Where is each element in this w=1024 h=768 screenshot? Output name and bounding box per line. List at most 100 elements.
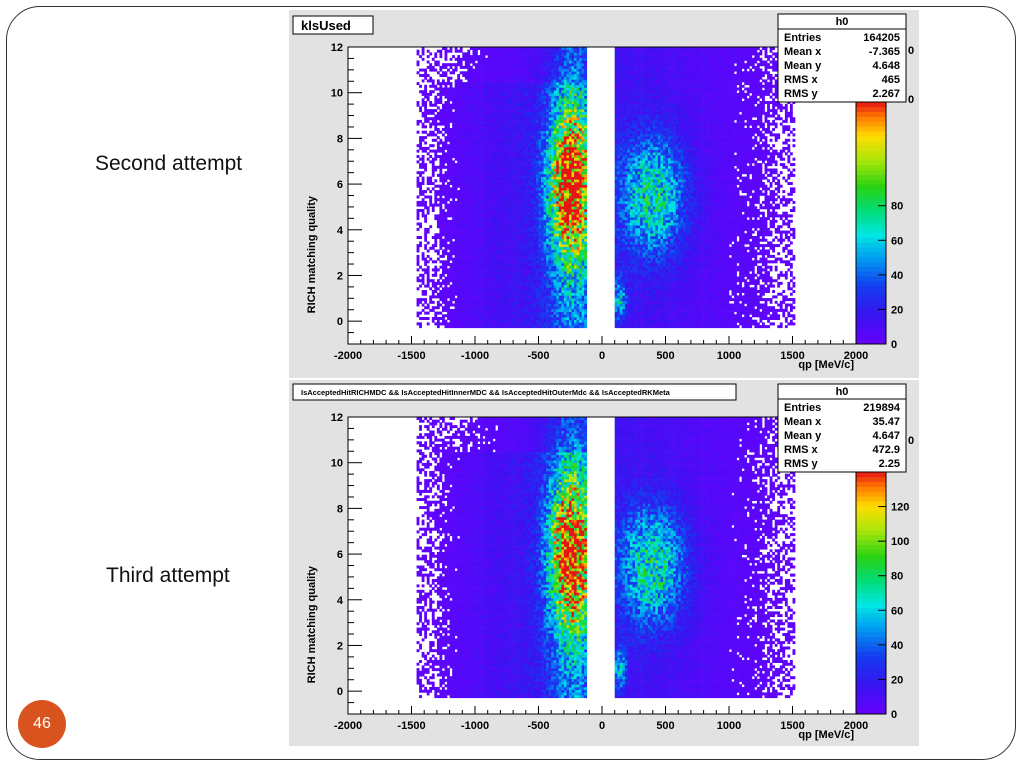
heatmap-cell [551, 287, 555, 291]
heatmap-cell [520, 271, 524, 275]
heatmap-cell [436, 49, 440, 53]
heatmap-cell [497, 260, 501, 264]
heatmap-cell [459, 236, 463, 239]
heatmap-cell [495, 165, 499, 169]
heatmap-cell [505, 322, 509, 326]
heatmap-cell [520, 130, 524, 134]
heatmap-cell [472, 252, 476, 256]
heatmap-cell [495, 71, 499, 75]
heatmap-cell [467, 273, 471, 277]
heatmap-cell [543, 214, 547, 218]
heatmap-cell [551, 303, 555, 307]
heatmap-cell [535, 71, 539, 75]
heatmap-cell [510, 214, 514, 218]
heatmap-cell [452, 200, 455, 204]
heatmap-cell [495, 214, 499, 218]
heatmap-cell [515, 76, 519, 80]
heatmap-cell [452, 114, 455, 118]
heatmap-cell [447, 68, 450, 72]
heatmap-cell [505, 319, 509, 323]
heatmap-cell [541, 173, 544, 177]
heatmap-cell [424, 90, 428, 94]
heatmap-cell [426, 249, 430, 253]
heatmap-cell [525, 206, 529, 210]
heatmap-cell [548, 217, 552, 221]
heatmap-cell [457, 130, 461, 134]
heatmap-cell [467, 230, 471, 234]
heatmap-cell [475, 198, 478, 202]
heatmap-cell [419, 136, 422, 140]
heatmap-cell [454, 249, 458, 253]
heatmap-cell [416, 182, 420, 185]
heatmap-cell [523, 144, 527, 148]
heatmap-cell [523, 314, 527, 318]
heatmap-cell [510, 300, 514, 304]
heatmap-cell [464, 190, 468, 194]
heatmap-cell [477, 90, 481, 94]
heatmap-cell [447, 184, 450, 188]
heatmap-cell [530, 217, 534, 221]
heatmap-cell [510, 241, 514, 245]
heatmap-cell [444, 198, 448, 202]
heatmap-cell [472, 227, 476, 231]
heatmap-cell [449, 179, 453, 183]
heatmap-cell [492, 244, 496, 248]
heatmap-cell [497, 308, 501, 312]
heatmap-cell [528, 141, 532, 145]
heatmap-cell [449, 103, 453, 107]
heatmap-cell [472, 284, 476, 288]
heatmap-cell [441, 65, 445, 69]
heatmap-cell [495, 182, 499, 185]
heatmap-cell [457, 200, 461, 204]
heatmap-cell [513, 82, 516, 86]
heatmap-cell [480, 109, 483, 113]
heatmap-cell [533, 306, 537, 310]
heatmap-cell [515, 160, 519, 164]
heatmap-cell [497, 227, 501, 231]
heatmap-cell [538, 179, 542, 183]
heatmap-cell [467, 271, 471, 275]
heatmap-cell [429, 176, 433, 180]
heatmap-cell [419, 265, 422, 269]
heatmap-cell [541, 49, 544, 53]
heatmap-cell [464, 117, 468, 121]
heatmap-cell [551, 206, 555, 210]
heatmap-cell [515, 55, 519, 59]
heatmap-cell [452, 214, 455, 218]
heatmap-cell [454, 222, 458, 226]
heatmap-cell [533, 233, 537, 237]
heatmap-cell [477, 236, 481, 239]
heatmap-cell [449, 47, 453, 50]
heatmap-cell [508, 179, 511, 183]
heatmap-cell [477, 128, 481, 131]
heatmap-cell [441, 298, 445, 302]
heatmap-cell [546, 92, 549, 96]
heatmap-cell [495, 227, 499, 231]
heatmap-cell [485, 276, 488, 280]
heatmap-cell [469, 111, 473, 115]
heatmap-cell [505, 203, 509, 207]
heatmap-cell [525, 49, 529, 53]
heatmap-cell [520, 311, 524, 315]
heatmap-cell [439, 138, 443, 142]
heatmap-cell [447, 292, 450, 296]
heatmap-cell [492, 141, 496, 145]
heatmap-cell [439, 98, 443, 102]
heatmap-cell [505, 55, 509, 59]
heatmap-cell [449, 130, 453, 134]
heatmap-cell [447, 149, 450, 153]
heatmap-cell [535, 217, 539, 221]
heatmap-cell [518, 173, 522, 177]
heatmap-cell [487, 98, 491, 102]
heatmap-cell [449, 314, 453, 318]
heatmap-cell [518, 79, 522, 83]
heatmap-cell [523, 222, 527, 226]
heatmap-cell [449, 209, 453, 212]
heatmap-cell [421, 190, 425, 194]
heatmap-cell [551, 114, 555, 118]
heatmap-cell [505, 298, 509, 302]
heatmap-cell [538, 290, 542, 293]
heatmap-cell [459, 219, 463, 223]
heatmap-cell [482, 176, 486, 180]
heatmap-cell [429, 300, 433, 304]
